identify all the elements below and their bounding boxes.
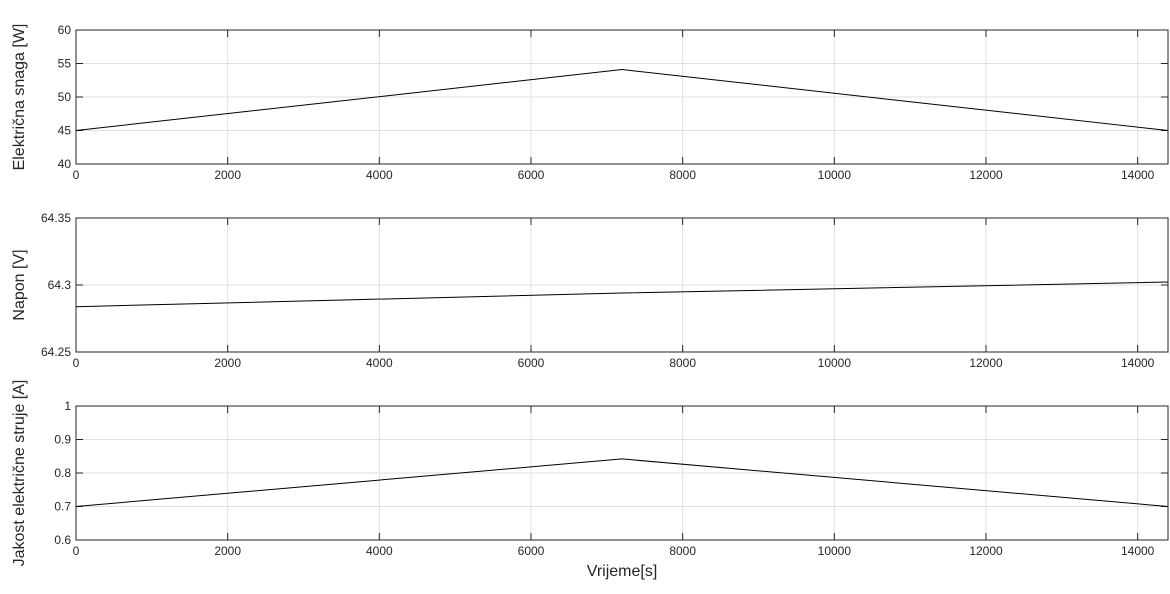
x-tick-label: 0: [73, 356, 80, 370]
x-tick-label: 6000: [518, 168, 545, 182]
x-tick-label: 12000: [969, 168, 1003, 182]
x-tick-label: 2000: [214, 544, 241, 558]
x-tick-label: 8000: [669, 544, 696, 558]
y-tick-label: 0.6: [54, 533, 71, 547]
y-tick-label: 45: [58, 124, 72, 138]
y-axis-label-power: Električna snaga [W]: [11, 24, 28, 171]
y-tick-label: 0.9: [54, 433, 71, 447]
axes-box-current: [75, 405, 1169, 541]
x-tick-label: 0: [73, 544, 80, 558]
y-tick-label: 0.8: [54, 466, 71, 480]
y-tick-label: 50: [58, 90, 72, 104]
series-line-current: [75, 458, 1169, 507]
x-tick-label: 14000: [1121, 168, 1155, 182]
y-tick-label: 64.3: [48, 278, 72, 292]
x-tick-label: 8000: [669, 168, 696, 182]
y-tick-label: 64.25: [41, 345, 71, 359]
y-tick-label: 55: [58, 57, 72, 71]
y-axis-label-current: Jakost električne struje [A]: [11, 380, 28, 567]
y-tick-label: 64.35: [41, 211, 71, 225]
x-tick-label: 10000: [818, 356, 852, 370]
y-tick-label: 0.7: [54, 500, 71, 514]
series-line-power: [75, 69, 1169, 131]
x-tick-label: 2000: [214, 168, 241, 182]
y-axis-label-voltage: Napon [V]: [11, 249, 28, 320]
x-tick-label: 4000: [366, 544, 393, 558]
x-tick-label: 6000: [518, 544, 545, 558]
x-tick-label: 0: [73, 168, 80, 182]
x-axis-label: Vrijeme[s]: [587, 563, 658, 580]
x-tick-label: 12000: [969, 356, 1003, 370]
axes-box-power: [75, 29, 1169, 165]
y-tick-label: 1: [64, 399, 71, 413]
series-line-voltage: [75, 281, 1169, 308]
x-tick-label: 8000: [669, 356, 696, 370]
x-tick-label: 10000: [818, 168, 852, 182]
axes-box-voltage: [75, 217, 1169, 353]
x-tick-label: 10000: [818, 544, 852, 558]
y-tick-label: 60: [58, 23, 72, 37]
x-tick-label: 12000: [969, 544, 1003, 558]
x-tick-label: 6000: [518, 356, 545, 370]
panel-current: 0 2000 4000 6000 8000 10000 12000 14000 0.6 0.7 0.…: [11, 380, 1169, 580]
x-tick-label: 14000: [1121, 356, 1155, 370]
x-tick-label: 14000: [1121, 544, 1155, 558]
panel-voltage: 0 2000 4000 6000 8000 10000 12000 14000 64.25 64.…: [11, 211, 1169, 370]
x-tick-label: 4000: [366, 356, 393, 370]
x-tick-label: 4000: [366, 168, 393, 182]
panel-power: 0 2000 4000 6000 8000 10000 12000 14000 40 45 50 55…: [11, 23, 1169, 182]
x-tick-label: 2000: [214, 356, 241, 370]
y-tick-label: 40: [58, 157, 72, 171]
